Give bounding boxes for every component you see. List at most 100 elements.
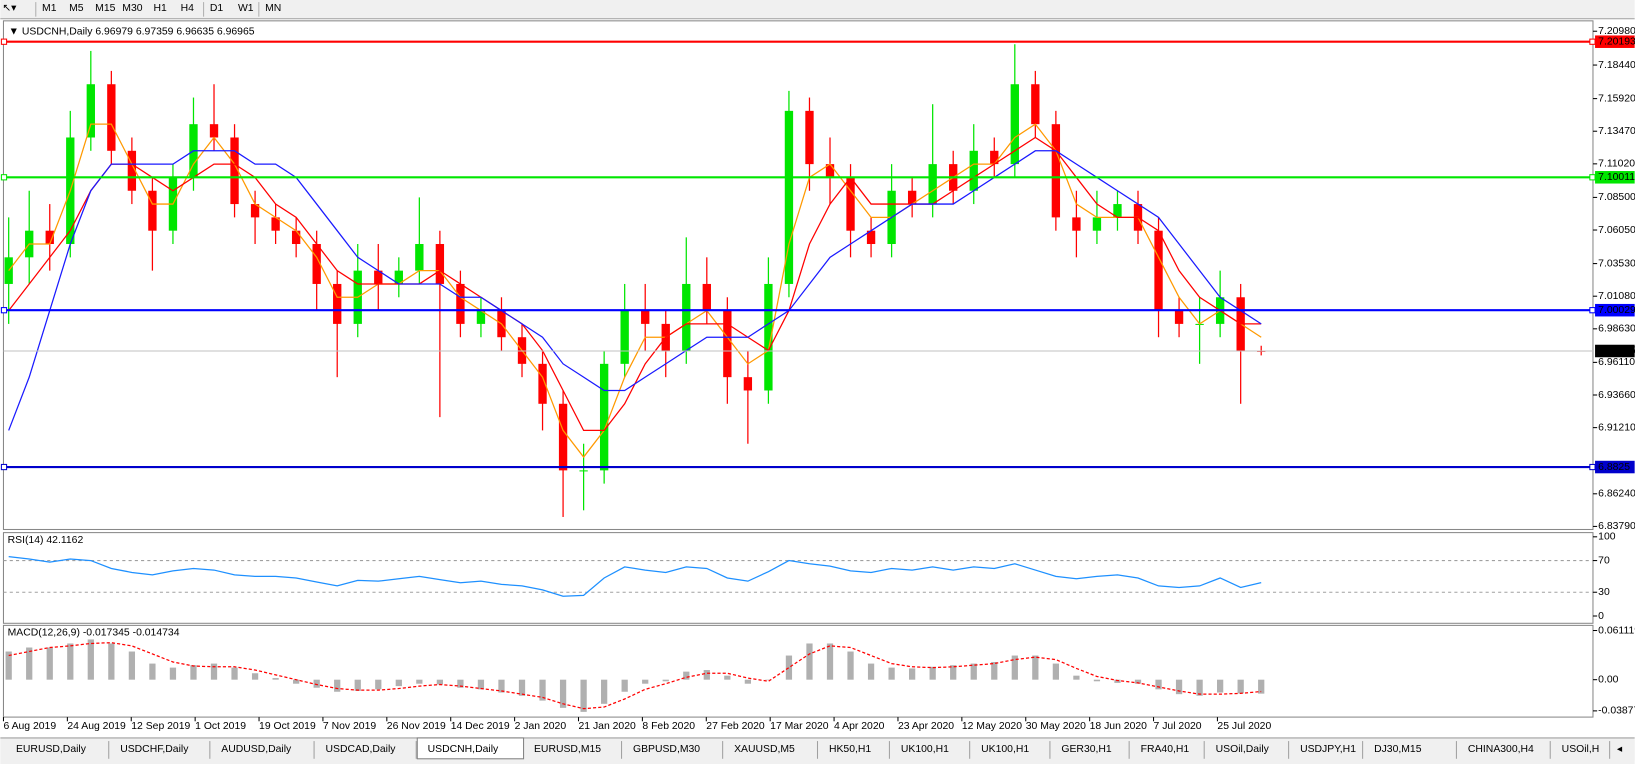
moving-average bbox=[8, 123, 1262, 459]
candle-body bbox=[579, 470, 588, 472]
tab[interactable]: UK100,H1 bbox=[981, 744, 1029, 755]
tab[interactable]: USDCNH,Daily bbox=[428, 744, 499, 755]
macd-bar bbox=[539, 679, 546, 701]
ohlc-value: 6.96979 bbox=[95, 26, 133, 37]
tab[interactable]: GER30,H1 bbox=[1061, 744, 1112, 755]
y-tick-label: 6.98630 bbox=[1598, 324, 1635, 335]
tab[interactable]: USDJPY,H1 bbox=[1300, 744, 1356, 755]
rsi-tick-label: 30 bbox=[1598, 587, 1610, 598]
macd-bar bbox=[190, 665, 197, 680]
tab-scroll-arrow: ◂ bbox=[1617, 744, 1622, 755]
cursor-icon[interactable]: ↖▾ bbox=[2, 3, 16, 14]
y-tick-label: 6.91210 bbox=[1598, 422, 1635, 433]
macd-bar bbox=[1258, 679, 1265, 694]
tab[interactable]: USDCAD,Daily bbox=[326, 744, 397, 755]
candle-body bbox=[1174, 310, 1184, 324]
macd-bar bbox=[334, 679, 341, 692]
symbol: USDCNH,Daily bbox=[22, 26, 93, 37]
tab[interactable]: XAUUSD,M5 bbox=[734, 744, 795, 755]
candle-body bbox=[538, 363, 547, 404]
candle-body bbox=[907, 190, 917, 205]
macd-bar bbox=[1093, 679, 1101, 682]
candle-body bbox=[45, 230, 54, 245]
tab[interactable]: CHINA300,H4 bbox=[1468, 744, 1534, 755]
rsi-tick-label: 0 bbox=[1598, 611, 1604, 622]
macd-bar bbox=[621, 679, 628, 692]
x-tick-label: 7 Jul 2020 bbox=[1154, 721, 1202, 732]
level-handle bbox=[1589, 38, 1596, 45]
macd-bar bbox=[765, 679, 772, 681]
macd-bar bbox=[1052, 663, 1059, 680]
macd-signal bbox=[8, 642, 1262, 710]
level-handle bbox=[1589, 463, 1596, 471]
candle-body bbox=[558, 403, 568, 471]
macd-bar bbox=[108, 643, 115, 680]
tab[interactable]: UK100,H1 bbox=[901, 744, 949, 755]
candle-body bbox=[4, 257, 13, 284]
candle-body bbox=[620, 310, 629, 364]
macd-bar bbox=[1237, 679, 1244, 694]
level-label: 7.10011 bbox=[1598, 172, 1635, 183]
tab[interactable]: USOil,H bbox=[1562, 744, 1600, 755]
tab[interactable]: FRA40,H1 bbox=[1141, 744, 1190, 755]
candle-body bbox=[764, 283, 773, 391]
candle-body bbox=[127, 150, 137, 191]
level-label-box bbox=[1595, 460, 1635, 474]
macd-bar bbox=[169, 667, 177, 680]
macd-bar bbox=[909, 668, 916, 680]
tab[interactable]: USDCHF,Daily bbox=[120, 744, 189, 755]
timeframe-button[interactable]: M30 bbox=[122, 3, 142, 14]
level-handle bbox=[1589, 174, 1596, 181]
macd-bar bbox=[5, 651, 12, 680]
candle-body bbox=[209, 124, 219, 138]
header-arrow: ▼ bbox=[9, 26, 22, 37]
x-tick-label: 6 Aug 2019 bbox=[3, 721, 56, 732]
tab[interactable]: DJ30,M15 bbox=[1374, 744, 1422, 755]
macd-bar bbox=[847, 651, 854, 680]
candle-body bbox=[476, 310, 486, 324]
macd-bar bbox=[662, 679, 669, 682]
candle-body bbox=[148, 190, 157, 231]
candle-body bbox=[394, 270, 403, 284]
tab[interactable]: GBPUSD,M30 bbox=[633, 744, 700, 755]
ohlc-value: 6.96965 bbox=[217, 26, 255, 37]
macd-signal-value: -0.014734 bbox=[133, 627, 180, 638]
macd-bar bbox=[416, 679, 423, 684]
timeframe-button[interactable]: W1 bbox=[238, 3, 254, 14]
timeframe-button[interactable]: MN bbox=[265, 3, 281, 14]
macd-bar bbox=[395, 679, 402, 687]
timeframe-button[interactable]: M1 bbox=[42, 3, 57, 14]
candle-body bbox=[1113, 204, 1122, 218]
level-label: 7.20193 bbox=[1598, 36, 1635, 47]
tab[interactable]: EURUSD,Daily bbox=[16, 744, 87, 755]
macd-bar bbox=[867, 663, 875, 680]
level-handle bbox=[0, 463, 8, 471]
macd-tick-label: -0.03877 bbox=[1598, 706, 1635, 717]
timeframe-button[interactable]: M15 bbox=[95, 3, 115, 14]
timeframe-button[interactable]: H4 bbox=[181, 3, 195, 14]
macd-bar bbox=[231, 667, 238, 680]
macd-tick-label: 0.061119 bbox=[1598, 625, 1635, 636]
macd-bar bbox=[375, 679, 382, 690]
macd-bar bbox=[1073, 675, 1080, 680]
tab[interactable]: USOil,Daily bbox=[1216, 744, 1270, 755]
tab[interactable]: HK50,H1 bbox=[829, 744, 871, 755]
y-tick-label: 7.20980 bbox=[1598, 26, 1635, 37]
candle-body bbox=[1010, 84, 1019, 165]
timeframe-button[interactable]: H1 bbox=[154, 3, 168, 14]
x-tick-label: 12 Sep 2019 bbox=[131, 721, 190, 732]
x-tick-label: 14 Dec 2019 bbox=[451, 721, 510, 732]
candle-body bbox=[990, 150, 999, 165]
level-label-box bbox=[1595, 303, 1635, 317]
chart-header: ▼ USDCNH,Daily 6.96979 6.97359 6.96635 6… bbox=[9, 26, 255, 37]
macd-bar bbox=[703, 670, 710, 680]
tab[interactable]: AUDUSD,Daily bbox=[221, 744, 292, 755]
tab[interactable]: EURUSD,M15 bbox=[534, 744, 601, 755]
timeframe-button[interactable]: D1 bbox=[210, 3, 224, 14]
candle-body bbox=[312, 244, 321, 284]
x-tick-label: 23 Apr 2020 bbox=[898, 721, 954, 732]
candle-body bbox=[86, 84, 95, 138]
timeframe-button[interactable]: M5 bbox=[69, 3, 84, 14]
macd-bar bbox=[1155, 679, 1162, 690]
